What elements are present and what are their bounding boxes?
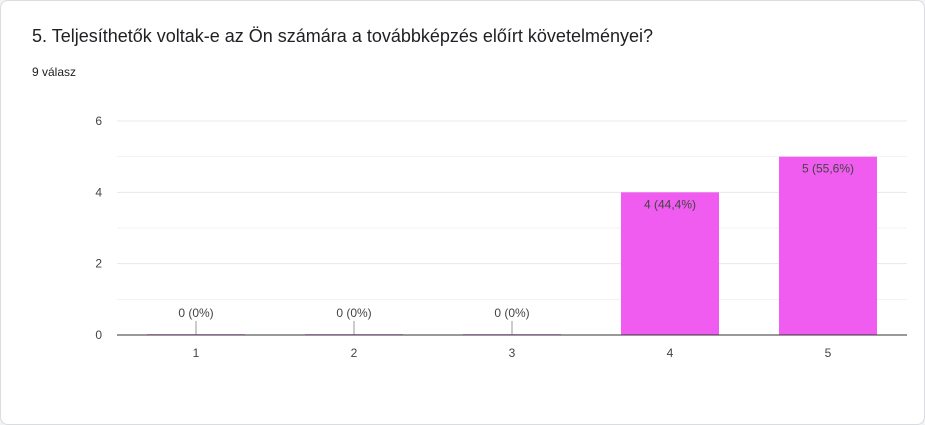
response-count: 9 válasz (32, 65, 77, 79)
data-label: 0 (0%) (336, 306, 371, 320)
x-tick-label: 4 (667, 346, 674, 360)
data-label: 4 (44,4%) (644, 197, 696, 211)
bar (779, 156, 877, 335)
x-tick-label: 3 (509, 346, 516, 360)
data-label: 0 (0%) (178, 306, 213, 320)
x-tick-label: 2 (351, 346, 358, 360)
data-label: 0 (0%) (494, 306, 529, 320)
y-tick-label: 0 (95, 328, 102, 342)
data-label: 5 (55,6%) (802, 162, 854, 176)
y-tick-label: 2 (95, 257, 102, 271)
y-tick-label: 6 (95, 114, 102, 128)
x-tick-label: 1 (193, 346, 200, 360)
x-tick-label: 5 (825, 346, 832, 360)
bar (621, 192, 719, 335)
y-tick-label: 4 (95, 185, 102, 199)
question-title: 5. Teljesíthetők voltak-e az Ön számára … (32, 26, 653, 46)
